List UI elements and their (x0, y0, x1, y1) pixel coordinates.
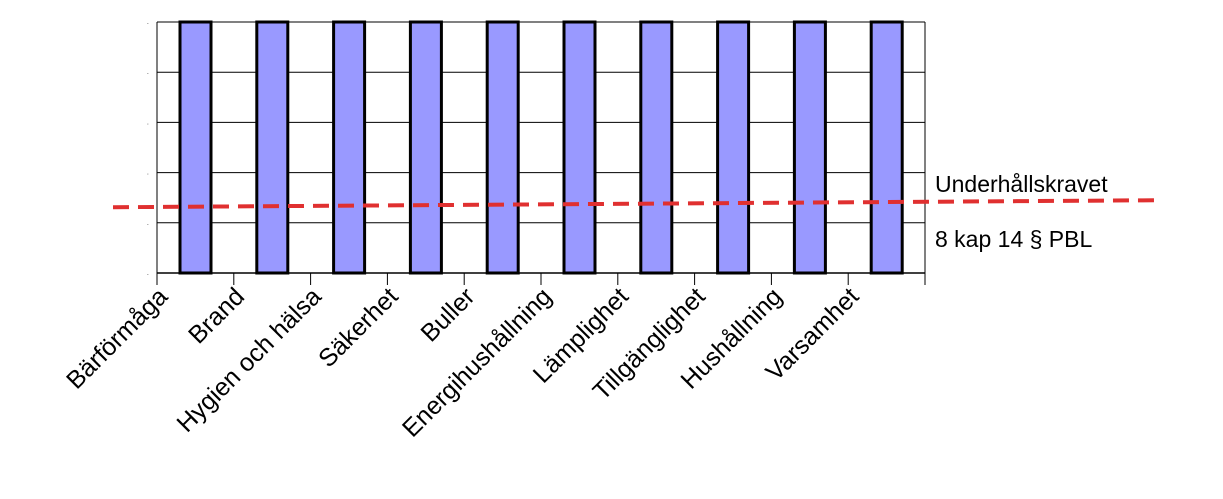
axis-layer: ...... (147, 17, 926, 285)
category-label-2: Brand (183, 282, 250, 349)
bar-5 (485, 20, 520, 275)
y-tick-mark: . (147, 218, 149, 227)
bar-2 (255, 20, 290, 275)
y-tick-mark: . (147, 67, 149, 76)
y-tick-mark: . (147, 168, 149, 177)
y-tick-mark: . (147, 268, 149, 277)
category-label-5: Buller (415, 282, 480, 347)
y-tick-mark: . (147, 17, 149, 26)
y-tick-mark: . (147, 117, 149, 126)
category-label-1: Bärförmåga (61, 282, 173, 394)
reference-label-below: 8 kap 14 § PBL (935, 226, 1092, 252)
bar-3 (332, 20, 367, 275)
bar-6 (562, 20, 597, 275)
bar-9 (792, 20, 827, 275)
bar-1 (178, 20, 213, 275)
bars-layer (178, 20, 904, 275)
reference-label-above: Underhållskravet (935, 171, 1108, 197)
category-label-4: Säkerhet (313, 282, 404, 373)
bar-8 (716, 20, 751, 275)
bar-10 (869, 20, 904, 275)
bar-7 (639, 20, 674, 275)
category-label-3: Hygien och hälsa (171, 282, 326, 437)
bar-4 (408, 20, 443, 275)
